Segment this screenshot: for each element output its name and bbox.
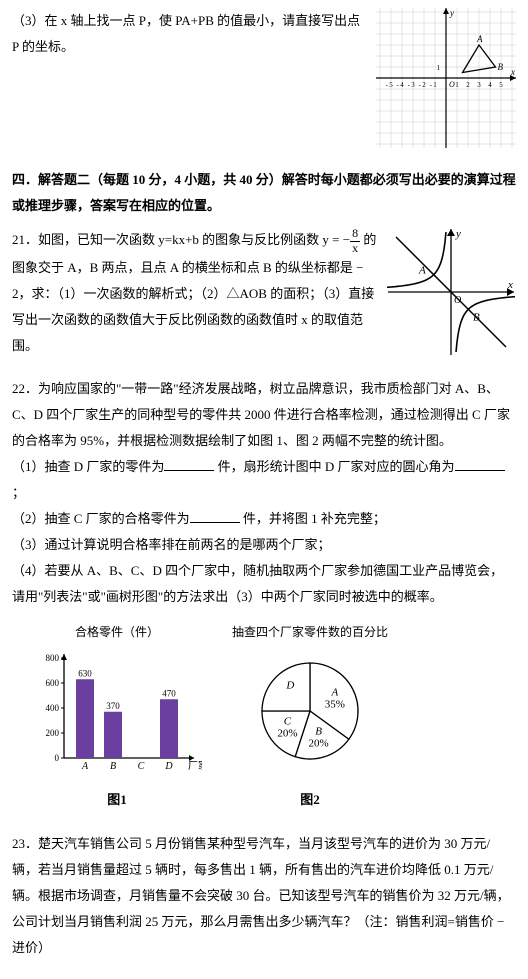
- svg-text:5: 5: [389, 81, 393, 89]
- svg-text:370: 370: [106, 701, 120, 711]
- svg-text:20%: 20%: [277, 727, 297, 739]
- svg-text:-: -: [386, 81, 389, 89]
- p21-post: 的图象交于 A，B 两点，且点 A 的横坐标和点 B 的纵坐标都是 − 2，求：…: [12, 232, 376, 353]
- section-4-heading: 四．解答题二（每题 10 分，4 小题，共 40 分）解答时每小题都必须写出必要…: [12, 167, 516, 219]
- svg-text:3: 3: [411, 81, 415, 89]
- pie-chart-caption: 图2: [232, 787, 388, 813]
- bar-chart-caption: 图1: [32, 787, 202, 813]
- bar-chart-title: 合格零件（件）: [32, 620, 202, 644]
- svg-text:-: -: [419, 81, 422, 89]
- svg-text:800: 800: [46, 653, 60, 663]
- svg-text:x: x: [507, 279, 513, 291]
- svg-text:C: C: [284, 715, 292, 727]
- svg-text:2: 2: [466, 81, 470, 89]
- pie-chart-figure: 抽查四个厂家零件数的百分比 A35%B20%C20%D 图2: [232, 620, 388, 813]
- svg-text:y: y: [449, 8, 454, 18]
- svg-text:4: 4: [488, 81, 492, 89]
- p22-intro: 22．为响应国家的"一带一路"经济发展战略，树立品牌意识，我市质检部门对 A、B…: [12, 376, 516, 454]
- svg-text:O: O: [449, 80, 455, 89]
- svg-text:C: C: [138, 761, 145, 772]
- svg-text:D: D: [164, 761, 173, 772]
- svg-text:20%: 20%: [309, 737, 329, 749]
- svg-text:0: 0: [55, 753, 60, 763]
- svg-text:2: 2: [422, 81, 426, 89]
- grid-coordinate-figure: 5-4-3-2-1-12345Oxy1AB: [376, 8, 516, 157]
- svg-text:5: 5: [499, 81, 503, 89]
- blank-c-qualified: [190, 510, 240, 523]
- svg-text:35%: 35%: [325, 698, 345, 710]
- p22-q3: （3）通过计算说明合格率排在前两名的是哪两个厂家；: [12, 532, 516, 558]
- svg-text:A: A: [418, 264, 426, 276]
- p22-q1b: 件，扇形统计图中 D 厂家对应的圆心角为: [218, 459, 455, 474]
- svg-text:B: B: [498, 62, 504, 72]
- svg-text:A: A: [476, 34, 483, 44]
- svg-text:600: 600: [46, 678, 60, 688]
- svg-text:1: 1: [455, 81, 459, 89]
- svg-text:1: 1: [433, 81, 437, 89]
- svg-text:D: D: [285, 679, 294, 691]
- hyperbola-figure: xyOAB: [386, 227, 516, 366]
- p21-eq-left: y = −: [322, 232, 350, 247]
- svg-text:4: 4: [400, 81, 404, 89]
- svg-text:470: 470: [162, 688, 176, 698]
- p22-q2b: 件，并将图 1 补充完整；: [243, 511, 386, 526]
- p22-q1c: ；: [12, 485, 25, 500]
- pie-chart-title: 抽查四个厂家零件数的百分比: [232, 620, 388, 644]
- blank-d-angle: [455, 458, 505, 471]
- p22-q4: （4）若要从 A、B、C、D 四个厂家中，随机抽取两个厂家参加德国工业产品博览会…: [12, 558, 516, 610]
- p21-pre: 21．如图，已知一次函数 y=kx+b 的图象与反比例函数: [12, 232, 322, 247]
- p22-q1a: （1）抽查 D 厂家的零件为: [12, 459, 164, 474]
- p3-text: （3）在 x 轴上找一点 P，使 PA+PB 的值最小，请直接写出点 P 的坐标…: [12, 13, 360, 54]
- svg-text:B: B: [110, 761, 116, 772]
- svg-text:B: B: [473, 312, 480, 324]
- svg-text:-: -: [397, 81, 400, 89]
- svg-text:y: y: [455, 228, 461, 240]
- svg-text:3: 3: [477, 81, 481, 89]
- p22-q2a: （2）抽查 C 厂家的合格零件为: [12, 511, 190, 526]
- svg-text:A: A: [330, 686, 338, 698]
- p21-fraction: 8x: [350, 227, 360, 254]
- svg-text:B: B: [315, 725, 322, 737]
- svg-text:-: -: [408, 81, 411, 89]
- p23-text: 23．楚天汽车销售公司 5 月份销售某种型号汽车，当月该型号汽车的进价为 30 …: [12, 836, 510, 955]
- svg-text:A: A: [81, 761, 89, 772]
- svg-text:x: x: [510, 67, 515, 77]
- blank-d-count: [164, 458, 214, 471]
- bar-chart-figure: 合格零件（件） 0200400600800630A370BC470D厂家 图1: [32, 620, 202, 813]
- svg-text:400: 400: [46, 703, 60, 713]
- svg-text:200: 200: [46, 728, 60, 738]
- svg-text:1: 1: [437, 64, 441, 72]
- svg-text:-: -: [430, 81, 433, 89]
- svg-text:厂家: 厂家: [188, 759, 202, 772]
